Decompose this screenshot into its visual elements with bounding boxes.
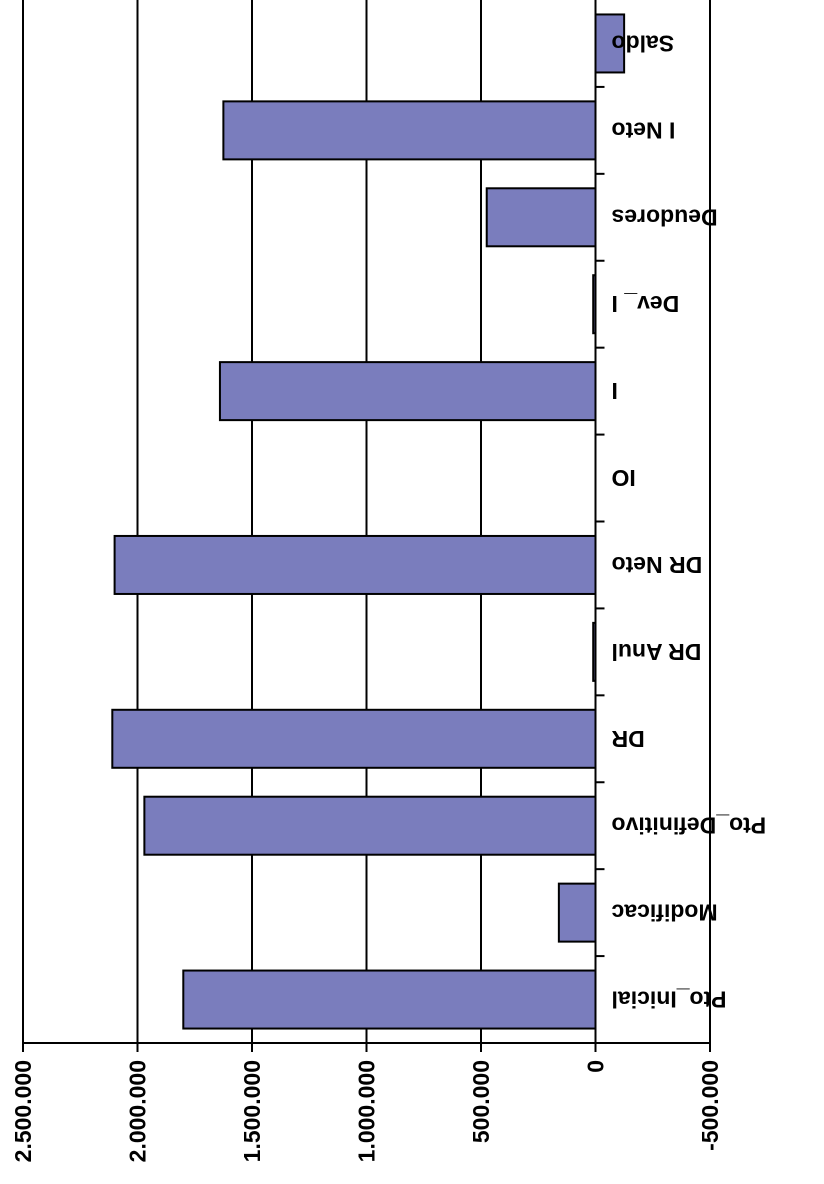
value-tick-label: 1.000.000 xyxy=(354,1060,380,1162)
category-axis: Pto_Inicial Modificac Pto_Definitivo DR DR A… xyxy=(595,30,767,1013)
bar xyxy=(143,795,597,856)
value-tick-label: 1.500.000 xyxy=(239,1060,265,1162)
category-label: I xyxy=(612,378,618,404)
category-label: Deudores xyxy=(612,204,718,230)
value-tick-label: 0 xyxy=(583,1060,609,1073)
category-label: Pto_Definitivo xyxy=(612,813,767,839)
bar xyxy=(111,708,597,769)
category-label: DR Neto xyxy=(612,552,703,578)
category-label: IO xyxy=(612,465,636,491)
category-label: DR xyxy=(611,726,645,752)
bars xyxy=(111,13,626,1030)
bar xyxy=(557,882,597,943)
value-axis: -500.000 0 500.000 1.000.000 1.500.000 2.000.… xyxy=(10,0,723,1162)
value-tick-label: -500.000 xyxy=(697,1060,723,1151)
category-label: I Neto xyxy=(612,117,676,143)
category-label: Modificac xyxy=(611,900,717,926)
value-tick-label: 500.000 xyxy=(468,1060,494,1143)
category-label: Dev_ I xyxy=(612,291,680,317)
bar xyxy=(222,100,597,161)
bar xyxy=(182,969,597,1030)
gridlines xyxy=(22,0,711,1043)
category-label: DR Anul xyxy=(612,639,702,665)
category-label: Saldo xyxy=(612,30,675,56)
bar xyxy=(485,187,597,248)
value-tick-label: 2.500.000 xyxy=(10,1060,36,1162)
category-label: Pto_Inicial xyxy=(612,987,727,1013)
bar xyxy=(218,361,597,422)
value-tick-label: 2.000.000 xyxy=(125,1060,151,1162)
bar xyxy=(113,534,597,595)
